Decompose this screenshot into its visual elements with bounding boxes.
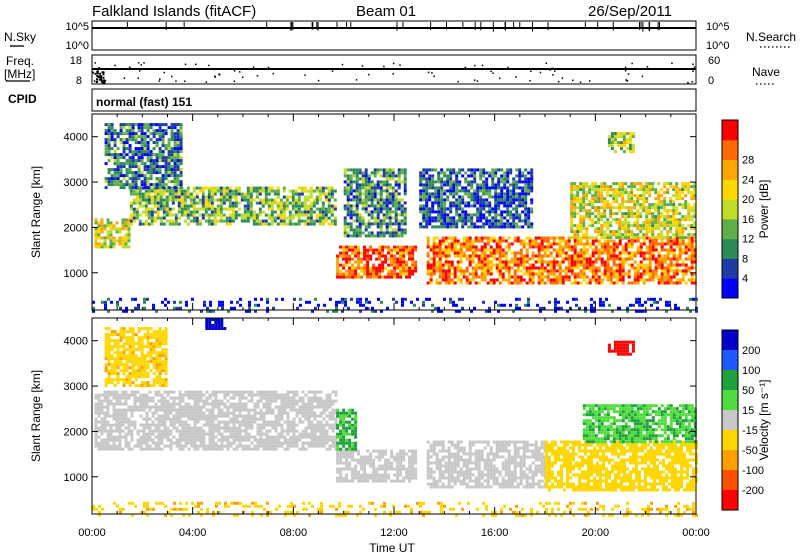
colorbar-tick: 8: [742, 253, 748, 265]
colorbar-swatch: [722, 370, 738, 391]
power-colorbar: 4 8 12 16 20 24 28 Power [dB]: [721, 119, 771, 299]
power-colorbar-label: Power [dB]: [757, 180, 771, 239]
colorbar-tick: 20: [742, 194, 754, 206]
colorbar-tick: 24: [742, 174, 754, 186]
nsearch-tick-bottom: 10^0: [706, 40, 730, 52]
colorbar-tick: -15: [742, 425, 758, 437]
y-tick-label: 4000: [64, 336, 88, 348]
colorbar-tick: 15: [742, 405, 754, 417]
y-tick-label: 2000: [64, 222, 88, 234]
nsky-tick-bottom: 10^0: [65, 40, 89, 52]
colorbar-swatch: [722, 350, 738, 371]
x-tick-label: 12:00: [380, 527, 408, 539]
y-tick-label: 2000: [64, 426, 88, 438]
y-tick-label: 1000: [64, 268, 88, 280]
cpid-value: normal (fast) 151: [96, 95, 192, 109]
colorbar-swatch: [722, 179, 738, 200]
colorbar-tick: 100: [742, 365, 760, 377]
colorbar-tick: -50: [742, 445, 758, 457]
x-axis-label: Time UT: [369, 541, 415, 554]
colorbar-swatch: [722, 278, 738, 299]
colorbar-tick: 50: [742, 385, 754, 397]
power-data-cells: [92, 123, 698, 313]
velocity-ylabel: Slant Range [km]: [29, 370, 43, 462]
cpid-strip: CPID normal (fast) 151: [8, 88, 697, 112]
nsky-tick-top: 10^5: [65, 21, 89, 33]
power-ylabel: Slant Range [km]: [29, 166, 43, 258]
colorbar-swatch: [722, 238, 738, 259]
freq-label: Freq.: [6, 54, 34, 68]
colorbar-tick: 16: [742, 214, 754, 226]
plot-title: Falkland Islands (fitACF): [92, 3, 256, 20]
colorbar-tick: 12: [742, 234, 754, 246]
velocity-colorbar: 200 100 50 15 -15 -50 -100 -200 Velocity [m s⁻¹…: [721, 329, 771, 511]
nsearch-label: N.Search: [746, 30, 796, 44]
date-label: 26/Sep/2011: [588, 3, 672, 20]
y-tick-label: 3000: [64, 177, 88, 189]
colorbar-swatch: [722, 218, 738, 240]
nave-tick-bottom: 0: [708, 75, 714, 87]
nsky-label: N.Sky: [4, 30, 36, 44]
colorbar-tick: 28: [742, 155, 754, 167]
nsky-strip: N.Sky 10^5 10^0 10^5 10^0 N.Search: [4, 20, 796, 52]
x-tick-label: 08:00: [280, 527, 308, 539]
y-tick-label: 4000: [64, 132, 88, 144]
velocity-panel: 1000 2000 3000 4000 Slant Range [km] 00:00 0…: [29, 317, 710, 554]
colorbar-swatch: [722, 199, 738, 220]
nave-label: Nave: [752, 65, 780, 79]
beam-label: Beam 01: [356, 3, 416, 20]
colorbar-swatch: [722, 139, 738, 161]
colorbar-swatch: [722, 450, 738, 471]
x-tick-label: 04:00: [179, 527, 207, 539]
colorbar-swatch: [722, 120, 738, 141]
x-tick-label: 20:00: [582, 527, 610, 539]
freq-tick-top: 18: [70, 55, 82, 67]
nsearch-tick-top: 10^5: [706, 21, 730, 33]
colorbar-swatch: [722, 258, 738, 279]
freq-tick-bottom: 8: [76, 75, 82, 87]
freq-unit-label: [MHz]: [4, 67, 35, 81]
colorbar-swatch: [722, 410, 738, 431]
colorbar-tick: -100: [742, 465, 764, 477]
freq-strip: Freq. [MHz] 18 8 60 0 Nave: [4, 54, 780, 87]
y-tick-label: 1000: [64, 472, 88, 484]
x-tick-label: 16:00: [481, 527, 509, 539]
cpid-label: CPID: [8, 92, 37, 106]
colorbar-swatch: [722, 430, 738, 451]
power-panel: 1000 2000 3000 4000 Slant Range [km]: [29, 113, 698, 313]
velocity-data-cells: [92, 318, 698, 517]
colorbar-swatch: [722, 330, 738, 351]
y-tick-label: 3000: [64, 381, 88, 393]
colorbar-swatch: [722, 159, 738, 180]
colorbar-tick: 200: [742, 345, 760, 357]
colorbar-tick: 4: [742, 273, 748, 285]
colorbar-tick: -200: [742, 485, 764, 497]
colorbar-swatch: [722, 490, 738, 511]
colorbar-swatch: [722, 390, 738, 411]
colorbar-swatch: [722, 470, 738, 491]
x-tick-label: 00:00: [682, 527, 710, 539]
velocity-colorbar-label: Velocity [m s⁻¹]: [757, 379, 771, 460]
nave-tick-top: 60: [708, 55, 720, 67]
x-tick-label: 00:00: [78, 527, 106, 539]
